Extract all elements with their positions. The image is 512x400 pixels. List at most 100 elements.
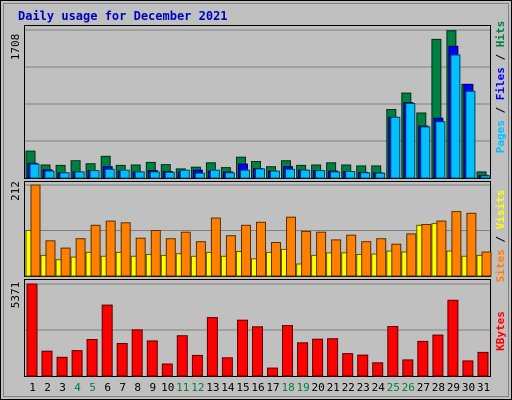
bar-pages-day-10 bbox=[164, 171, 175, 179]
day-label: 17 bbox=[266, 381, 279, 394]
bar-pages-day-14 bbox=[224, 172, 235, 179]
bar-sites-day-21 bbox=[331, 239, 342, 277]
bar-kbytes-day-4 bbox=[71, 350, 83, 377]
bar-kbytes-day-5 bbox=[86, 339, 98, 377]
legend-separator: / bbox=[494, 47, 507, 67]
kbytes-panel-legend: KBytes bbox=[494, 311, 507, 351]
bar-pages-day-27 bbox=[420, 126, 431, 179]
bar-kbytes-day-8 bbox=[131, 329, 143, 377]
day-label: 13 bbox=[206, 381, 219, 394]
legend-hits: Hits bbox=[494, 21, 507, 48]
bar-sites-day-19 bbox=[301, 230, 312, 277]
bar-pages-day-29 bbox=[450, 54, 461, 179]
day-label: 19 bbox=[296, 381, 309, 394]
bar-sites-day-10 bbox=[165, 238, 176, 277]
day-label: 12 bbox=[191, 381, 204, 394]
bar-pages-day-2 bbox=[44, 170, 55, 179]
bar-pages-day-23 bbox=[360, 172, 371, 179]
bar-kbytes-day-29 bbox=[447, 299, 459, 377]
bar-pages-day-25 bbox=[390, 116, 401, 179]
bar-kbytes-day-13 bbox=[206, 317, 218, 377]
legend-pages: Pages bbox=[494, 120, 507, 153]
day-label: 20 bbox=[311, 381, 324, 394]
bar-pages-day-4 bbox=[74, 171, 85, 179]
bar-kbytes-day-7 bbox=[116, 343, 128, 377]
legend-visits: Visits bbox=[494, 190, 507, 230]
bar-pages-day-30 bbox=[465, 90, 476, 179]
bar-pages-day-6 bbox=[104, 168, 115, 179]
day-label: 29 bbox=[447, 381, 460, 394]
bar-kbytes-day-22 bbox=[342, 353, 354, 377]
bar-kbytes-day-6 bbox=[101, 304, 113, 377]
bar-sites-day-25 bbox=[391, 243, 402, 277]
bar-sites-day-1 bbox=[30, 184, 41, 277]
day-label: 21 bbox=[327, 381, 340, 394]
bar-kbytes-day-24 bbox=[372, 362, 384, 377]
day-label: 9 bbox=[149, 381, 156, 394]
bar-kbytes-day-21 bbox=[327, 338, 339, 377]
bar-kbytes-day-18 bbox=[282, 325, 293, 377]
bar-pages-day-16 bbox=[255, 168, 265, 179]
bar-sites-day-14 bbox=[225, 235, 236, 277]
day-label: 22 bbox=[342, 381, 355, 394]
day-label: 7 bbox=[119, 381, 126, 394]
bar-pages-day-8 bbox=[134, 171, 145, 179]
chart-inner-bevel bbox=[3, 3, 509, 397]
legend-files: Files bbox=[494, 67, 507, 100]
bar-kbytes-day-9 bbox=[146, 340, 158, 377]
bar-kbytes-day-28 bbox=[432, 334, 444, 377]
bar-sites-day-16 bbox=[256, 221, 266, 277]
bar-sites-day-8 bbox=[135, 237, 146, 277]
bar-sites-day-13 bbox=[210, 217, 221, 277]
bar-pages-day-26 bbox=[405, 103, 416, 179]
bar-kbytes-day-15 bbox=[237, 319, 248, 377]
bar-sites-day-31 bbox=[481, 251, 492, 277]
bar-kbytes-day-11 bbox=[176, 335, 188, 377]
day-label: 23 bbox=[357, 381, 370, 394]
bar-kbytes-day-20 bbox=[312, 338, 324, 377]
bar-pages-day-19 bbox=[300, 169, 311, 179]
day-label: 1 bbox=[29, 381, 36, 394]
legend-separator: / bbox=[494, 229, 507, 249]
day-label: 24 bbox=[372, 381, 386, 394]
bar-pages-day-28 bbox=[435, 121, 446, 179]
bar-pages-day-1 bbox=[29, 163, 40, 179]
legend-separator: / bbox=[494, 100, 507, 120]
day-label: 27 bbox=[417, 381, 430, 394]
bar-kbytes-day-26 bbox=[402, 359, 414, 377]
bar-sites-day-30 bbox=[466, 212, 477, 277]
bar-kbytes-day-27 bbox=[417, 340, 429, 377]
legend-sites: Sites bbox=[494, 249, 507, 282]
bar-sites-day-6 bbox=[105, 220, 116, 277]
bar-pages-day-9 bbox=[149, 171, 160, 179]
bar-kbytes-day-3 bbox=[56, 356, 68, 377]
bar-sites-day-28 bbox=[436, 220, 447, 277]
bar-sites-day-24 bbox=[376, 238, 387, 277]
bar-sites-day-15 bbox=[241, 224, 251, 277]
day-label: 15 bbox=[236, 381, 249, 394]
bar-pages-day-15 bbox=[240, 169, 250, 179]
bar-kbytes-day-23 bbox=[357, 354, 369, 377]
bar-pages-day-13 bbox=[209, 169, 220, 179]
bar-kbytes-day-30 bbox=[462, 360, 474, 377]
bar-pages-day-11 bbox=[179, 169, 190, 179]
day-label: 14 bbox=[221, 381, 235, 394]
bar-sites-day-23 bbox=[361, 241, 372, 277]
bar-kbytes-day-12 bbox=[191, 354, 203, 377]
day-label: 2 bbox=[44, 381, 51, 394]
bar-kbytes-day-31 bbox=[477, 351, 489, 377]
bar-sites-day-3 bbox=[60, 247, 71, 277]
hits-ymax-label: 1708 bbox=[9, 34, 22, 61]
bar-pages-day-31 bbox=[480, 175, 491, 179]
bar-kbytes-day-1 bbox=[26, 283, 38, 377]
day-label: 16 bbox=[251, 381, 264, 394]
bar-sites-day-12 bbox=[195, 241, 206, 277]
bar-sites-day-7 bbox=[120, 222, 131, 277]
day-label: 18 bbox=[281, 381, 294, 394]
day-label: 5 bbox=[89, 381, 96, 394]
bar-sites-day-11 bbox=[180, 231, 191, 277]
bar-sites-day-20 bbox=[316, 231, 327, 277]
bar-sites-day-18 bbox=[286, 216, 296, 277]
bar-pages-day-7 bbox=[119, 169, 130, 179]
